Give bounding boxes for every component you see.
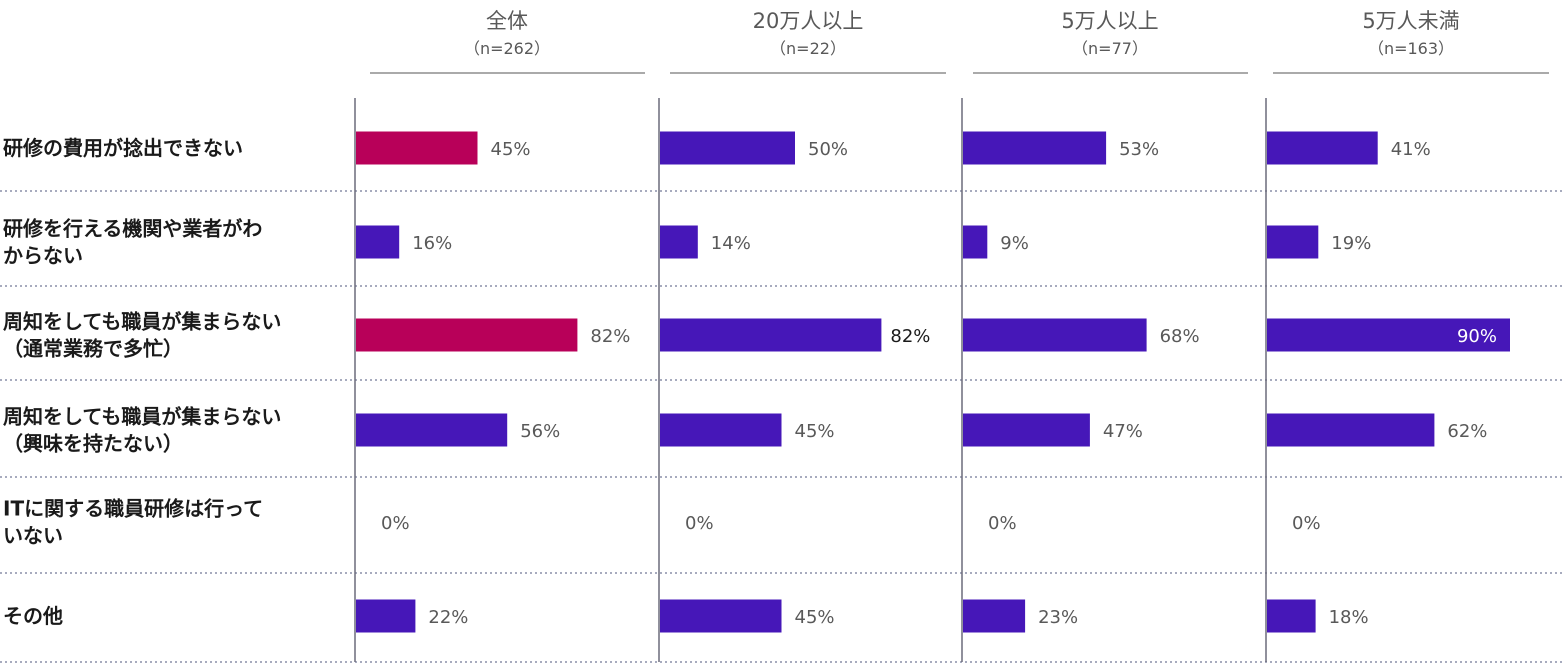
- category-label: 周知をしても職員が集まらない（興味を持たない）: [3, 405, 281, 456]
- data-label: 56%: [520, 421, 560, 442]
- bar: [963, 131, 1107, 165]
- bar: [356, 318, 578, 352]
- bar: [963, 599, 1026, 633]
- data-label: 53%: [1119, 139, 1159, 160]
- category-label: 研修の費用が捻出できない: [3, 136, 243, 160]
- panel-subtitle: （n=22）: [770, 39, 846, 58]
- panel-title: 20万人以上: [753, 9, 864, 33]
- bar: [660, 131, 795, 165]
- data-label: 16%: [412, 233, 452, 254]
- data-label: 23%: [1038, 607, 1078, 628]
- data-label: 82%: [890, 326, 930, 347]
- bar: [356, 225, 400, 259]
- category-label: ITに関する職員研修は行っていない: [3, 497, 263, 548]
- bar: [1267, 318, 1510, 352]
- category-label: その他: [3, 604, 63, 628]
- panel: 50% 14% 82% 45% 0% 45%: [658, 98, 930, 662]
- bar: [1267, 413, 1435, 447]
- row-separators: [0, 190, 1565, 663]
- data-label: 22%: [428, 607, 468, 628]
- panel-headers: 全体 （n=262） 20万人以上 （n=22） 5万人以上 （n=77） 5万人未満 （n=…: [370, 9, 1549, 74]
- data-label: 82%: [590, 326, 630, 347]
- data-label: 0%: [381, 513, 410, 534]
- bar: [963, 413, 1090, 447]
- data-label: 90%: [1457, 326, 1497, 347]
- data-label: 50%: [808, 139, 848, 160]
- bar: [1267, 131, 1378, 165]
- data-label: 9%: [1000, 233, 1029, 254]
- bar: [963, 225, 988, 259]
- data-label: 41%: [1391, 139, 1431, 160]
- panel-subtitle: （n=163）: [1368, 39, 1454, 58]
- data-label: 45%: [795, 607, 835, 628]
- bar: [356, 131, 478, 165]
- category-label: 周知をしても職員が集まらない（通常業務で多忙）: [3, 310, 281, 361]
- data-label: 45%: [795, 421, 835, 442]
- data-label: 45%: [491, 139, 531, 160]
- panel: 41% 19% 90% 62% 0% 18%: [1265, 98, 1510, 662]
- data-label: 68%: [1160, 326, 1200, 347]
- data-label: 62%: [1447, 421, 1487, 442]
- data-label: 0%: [685, 513, 714, 534]
- panel-title: 全体: [486, 9, 528, 33]
- data-label: 0%: [988, 513, 1017, 534]
- bar: [660, 413, 782, 447]
- bar: [963, 318, 1147, 352]
- panels: 45% 16% 82% 56% 0% 22% 50% 14% 82% 45% 0% 45% 53% 9% 6…: [354, 98, 1510, 662]
- panel: 53% 9% 68% 47% 0% 23%: [961, 98, 1200, 662]
- panel-subtitle: （n=262）: [464, 39, 550, 58]
- data-label: 47%: [1103, 421, 1143, 442]
- bar: [660, 318, 882, 352]
- bar: [356, 413, 508, 447]
- data-label: 0%: [1292, 513, 1321, 534]
- bar: [1267, 599, 1316, 633]
- bar: [660, 599, 782, 633]
- panel-title: 5万人以上: [1061, 9, 1158, 33]
- bar: [660, 225, 698, 259]
- panel-subtitle: （n=77）: [1072, 39, 1148, 58]
- panel: 45% 16% 82% 56% 0% 22%: [354, 98, 630, 662]
- bar: [1267, 225, 1319, 259]
- bar: [356, 599, 416, 633]
- data-label: 18%: [1329, 607, 1369, 628]
- category-labels: 研修の費用が捻出できない研修を行える機関や業者がわからない周知をしても職員が集ま…: [3, 136, 281, 628]
- category-label: 研修を行える機関や業者がわからない: [3, 217, 262, 268]
- panel-title: 5万人未満: [1362, 9, 1459, 33]
- data-label: 14%: [711, 233, 751, 254]
- data-label: 19%: [1331, 233, 1371, 254]
